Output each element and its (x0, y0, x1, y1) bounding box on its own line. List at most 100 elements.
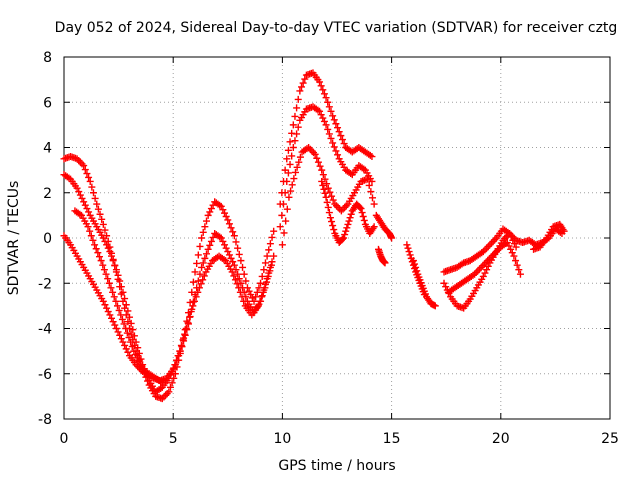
data-point (240, 297, 248, 305)
data-point (227, 224, 235, 232)
data-point (266, 267, 274, 275)
data-point (335, 128, 343, 136)
data-point (238, 293, 246, 301)
data-point (294, 123, 302, 131)
data-point (237, 257, 245, 265)
data-point (560, 227, 568, 235)
data-point (332, 120, 340, 128)
data-point (230, 272, 238, 280)
data-point (327, 107, 335, 115)
data-point (122, 345, 130, 353)
data-point (121, 341, 129, 349)
data-point (440, 279, 448, 287)
data-point (228, 268, 236, 276)
data-point (356, 203, 364, 211)
data-point (81, 166, 89, 174)
data-point (233, 280, 241, 288)
data-point (111, 261, 119, 269)
data-point (117, 283, 125, 291)
data-point (341, 231, 349, 239)
data-point (219, 237, 227, 245)
data-point (342, 227, 350, 235)
data-point (317, 111, 325, 119)
data-point (319, 86, 327, 94)
series-track-2 (60, 171, 278, 396)
data-point (172, 356, 180, 364)
data-point (334, 151, 342, 159)
data-point (270, 227, 278, 235)
data-point (93, 200, 101, 208)
data-point (370, 223, 378, 231)
data-point (295, 158, 303, 166)
data-point (512, 243, 520, 251)
data-point (268, 233, 276, 241)
data-point (194, 251, 202, 259)
series-track-9 (372, 211, 396, 242)
data-point (486, 241, 494, 249)
data-point (296, 153, 304, 161)
data-point (103, 304, 111, 312)
data-point (403, 241, 411, 249)
data-point (248, 294, 256, 302)
data-point (515, 266, 523, 274)
data-point (203, 250, 211, 258)
data-point (81, 201, 89, 209)
data-point (169, 365, 177, 373)
data-point (368, 177, 376, 185)
data-point (198, 234, 206, 242)
data-point (187, 308, 195, 316)
data-point (76, 158, 84, 166)
data-point (219, 206, 227, 214)
data-point (225, 220, 233, 228)
data-point (329, 112, 337, 120)
data-point (134, 344, 142, 352)
data-point (199, 276, 207, 284)
data-point (278, 241, 286, 249)
data-point (314, 158, 322, 166)
data-point (78, 160, 86, 168)
data-point (322, 193, 330, 201)
data-point (255, 284, 263, 292)
data-point (365, 181, 373, 189)
data-point (125, 334, 133, 342)
data-point (114, 302, 122, 310)
data-point (325, 209, 333, 217)
data-point (112, 297, 120, 305)
data-point (289, 121, 297, 129)
data-point (431, 302, 439, 310)
data-point (338, 235, 346, 243)
data-point (364, 175, 372, 183)
data-point (194, 288, 202, 296)
data-point (73, 155, 81, 163)
data-point (83, 205, 91, 213)
data-point (317, 82, 325, 90)
data-point (190, 297, 198, 305)
data-point (201, 223, 209, 231)
data-point (513, 261, 521, 269)
data-point (337, 207, 345, 215)
data-point (186, 313, 194, 321)
data-point (189, 278, 197, 286)
data-point (323, 180, 331, 188)
data-point (80, 198, 88, 206)
data-point (76, 191, 84, 199)
data-point (343, 224, 351, 232)
data-point (296, 87, 304, 95)
data-point (341, 203, 349, 211)
data-point (287, 187, 295, 195)
data-point (293, 163, 301, 171)
data-point (116, 277, 124, 285)
data-point (282, 217, 290, 225)
data-point (108, 314, 116, 322)
data-point (107, 284, 115, 292)
data-point (284, 146, 292, 154)
x-tick-label: 20 (492, 431, 510, 447)
data-point (184, 319, 192, 327)
x-tick-label: 0 (60, 431, 69, 447)
data-point (104, 308, 112, 316)
data-point (339, 205, 347, 213)
data-point (329, 196, 337, 204)
data-point (235, 250, 243, 258)
data-point (112, 325, 120, 332)
